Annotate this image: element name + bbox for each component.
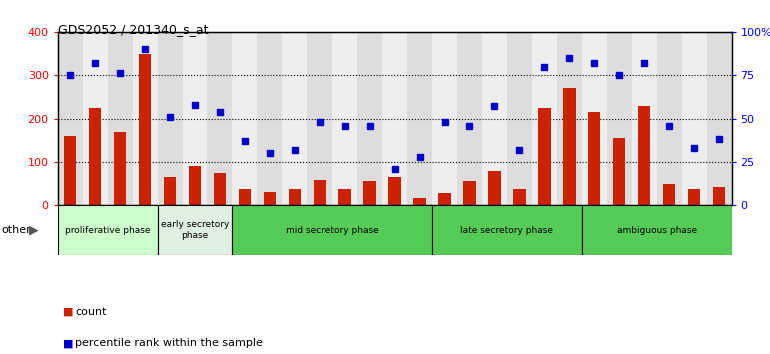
Text: ■: ■ <box>63 338 74 348</box>
Bar <box>563 88 575 205</box>
Bar <box>357 32 382 205</box>
Bar <box>507 32 532 205</box>
Bar <box>657 32 681 205</box>
Bar <box>339 189 351 205</box>
Bar <box>189 166 201 205</box>
Bar <box>233 32 257 205</box>
Bar <box>158 205 233 255</box>
Bar <box>214 173 226 205</box>
Text: other: other <box>2 225 32 235</box>
Text: percentile rank within the sample: percentile rank within the sample <box>75 338 263 348</box>
Bar <box>638 105 651 205</box>
Bar <box>307 32 332 205</box>
Bar <box>363 182 376 205</box>
Bar <box>313 180 326 205</box>
Bar <box>289 189 301 205</box>
Text: mid secretory phase: mid secretory phase <box>286 225 379 235</box>
Bar <box>407 32 432 205</box>
Bar <box>64 136 76 205</box>
Bar <box>438 193 450 205</box>
Bar <box>257 32 283 205</box>
Bar <box>182 32 207 205</box>
Text: GDS2052 / 201340_s_at: GDS2052 / 201340_s_at <box>58 23 208 36</box>
Bar <box>681 32 707 205</box>
Bar <box>332 32 357 205</box>
Bar <box>132 32 158 205</box>
Bar <box>513 189 526 205</box>
Bar <box>283 32 307 205</box>
Bar <box>89 108 102 205</box>
Bar <box>164 177 176 205</box>
Bar <box>631 32 657 205</box>
Bar <box>488 171 500 205</box>
Bar <box>207 32 233 205</box>
Bar <box>607 32 631 205</box>
Text: ambiguous phase: ambiguous phase <box>617 225 697 235</box>
Bar <box>713 187 725 205</box>
Bar <box>588 112 601 205</box>
Text: ▶: ▶ <box>29 224 38 236</box>
Bar <box>582 32 607 205</box>
Bar <box>557 32 582 205</box>
Bar <box>382 32 407 205</box>
Bar <box>532 32 557 205</box>
Bar <box>114 132 126 205</box>
Text: early secretory
phase: early secretory phase <box>161 221 229 240</box>
Bar <box>58 32 82 205</box>
Bar <box>388 177 401 205</box>
Bar <box>482 32 507 205</box>
Text: late secretory phase: late secretory phase <box>460 225 554 235</box>
Bar <box>613 138 625 205</box>
Bar <box>108 32 132 205</box>
Bar <box>413 198 426 205</box>
Bar <box>82 32 108 205</box>
Bar <box>663 184 675 205</box>
Text: proliferative phase: proliferative phase <box>65 225 150 235</box>
Bar <box>538 108 551 205</box>
Bar <box>432 32 457 205</box>
Bar <box>432 205 582 255</box>
Text: count: count <box>75 307 107 316</box>
Bar <box>158 32 182 205</box>
Bar <box>464 182 476 205</box>
Bar <box>233 205 432 255</box>
Bar <box>457 32 482 205</box>
Bar <box>139 53 152 205</box>
Text: ■: ■ <box>63 307 74 316</box>
Bar <box>58 205 158 255</box>
Bar <box>263 192 276 205</box>
Bar <box>707 32 732 205</box>
Bar <box>239 189 251 205</box>
Bar <box>688 189 700 205</box>
Bar <box>582 205 732 255</box>
